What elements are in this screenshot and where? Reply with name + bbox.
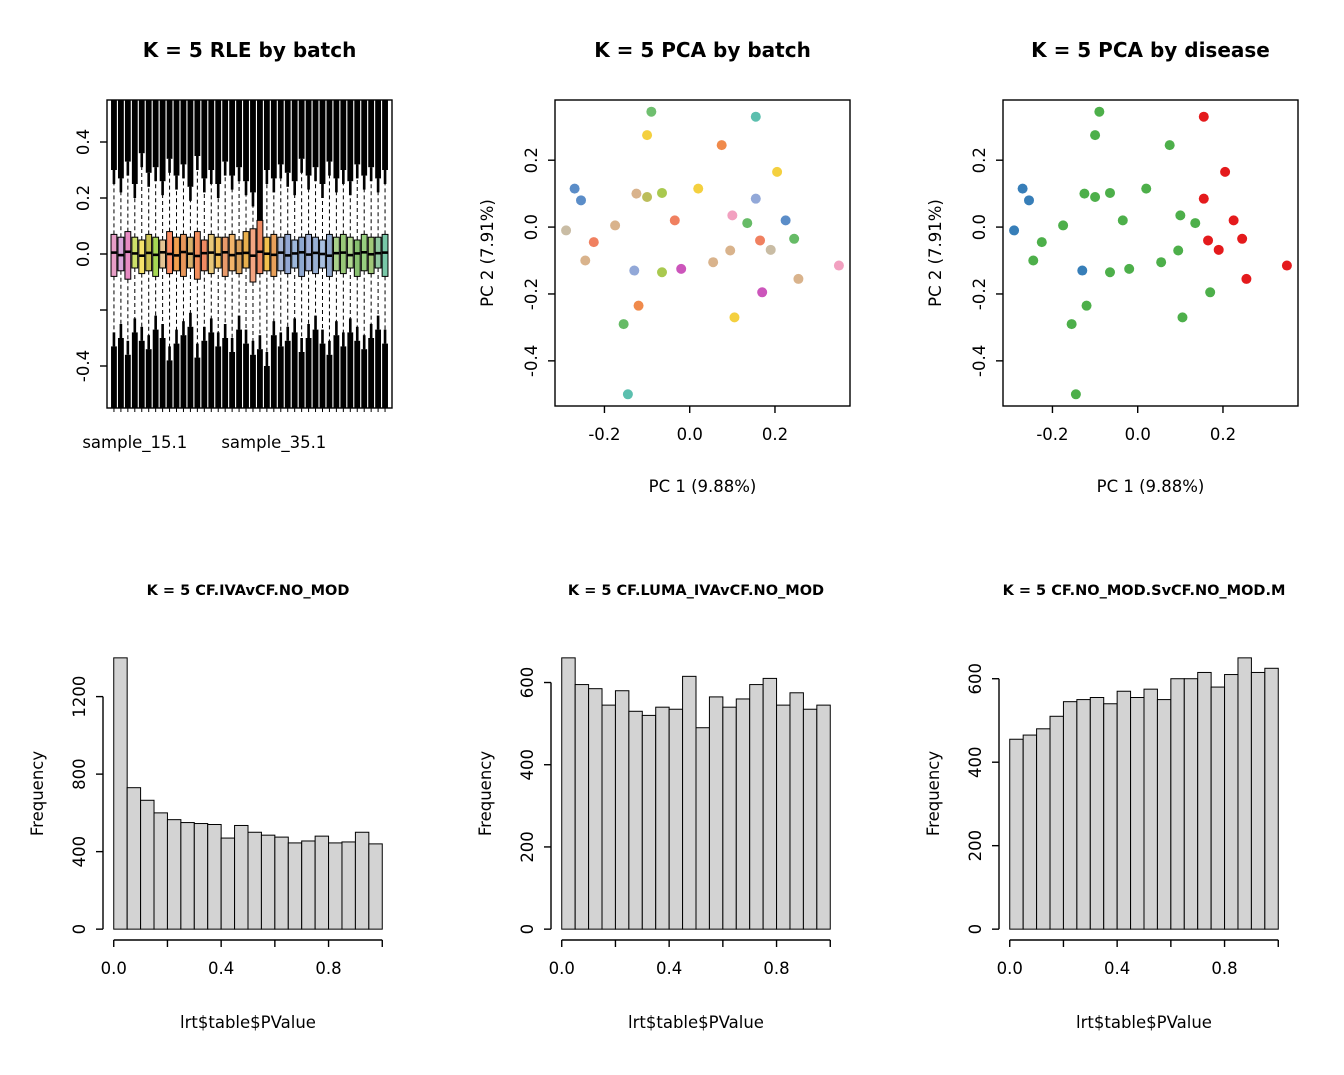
svg-text:600: 600	[966, 663, 985, 695]
svg-text:0.0: 0.0	[970, 214, 989, 240]
svg-text:-0.2: -0.2	[588, 425, 620, 444]
svg-text:PC 1 (9.88%): PC 1 (9.88%)	[1097, 477, 1205, 496]
chart-cell-pca-batch: K = 5 PCA by batch -0.2 0.0 0.2 -0.4 -0.2 0.0…	[448, 0, 896, 537]
svg-text:400: 400	[966, 746, 985, 778]
svg-text:800: 800	[70, 758, 89, 790]
svg-text:0.4: 0.4	[208, 959, 234, 978]
svg-text:Frequency: Frequency	[924, 751, 943, 836]
chart-cell-hist-1: K = 5 CF.IVAvCF.NO_MOD 0.0 0.4 0.8 0 400 800 1…	[0, 537, 448, 1075]
svg-text:Frequency: Frequency	[476, 751, 495, 836]
pca-by-batch-plot: -0.2 0.0 0.2 -0.4 -0.2 0.0 0.2 PC 1 (9.88%) PC 2…	[478, 99, 851, 496]
svg-text:Frequency: Frequency	[28, 751, 47, 836]
svg-text:0.0: 0.0	[549, 959, 575, 978]
svg-text:0.2: 0.2	[74, 185, 93, 211]
svg-text:0.4: 0.4	[74, 129, 93, 155]
pvalue-histogram-3-plot: 0.0 0.4 0.8 0 200 400 600 lrt$table$PValue Frequ…	[924, 657, 1279, 1032]
svg-text:0.8: 0.8	[315, 959, 341, 978]
svg-text:600: 600	[518, 667, 537, 699]
svg-text:200: 200	[966, 830, 985, 862]
svg-text:0.0: 0.0	[677, 425, 703, 444]
svg-text:200: 200	[518, 831, 537, 863]
svg-text:0.4: 0.4	[656, 959, 682, 978]
svg-text:0.0: 0.0	[1125, 425, 1151, 444]
svg-text:PC 1 (9.88%): PC 1 (9.88%)	[649, 477, 757, 496]
svg-text:lrt$table$PValue: lrt$table$PValue	[1076, 1013, 1212, 1032]
svg-text:sample_35.1: sample_35.1	[221, 433, 326, 453]
svg-text:0: 0	[70, 924, 89, 935]
pca-by-disease-plot: -0.2 0.0 0.2 -0.4 -0.2 0.0 0.2 PC 1 (9.88%) PC 2…	[926, 99, 1299, 496]
svg-text:400: 400	[70, 836, 89, 868]
pvalue-histogram-2-plot: 0.0 0.4 0.8 0 200 400 600 lrt$table$PValue Frequ…	[476, 657, 831, 1032]
svg-text:PC 2 (7.91%): PC 2 (7.91%)	[926, 199, 945, 307]
svg-text:-0.2: -0.2	[522, 278, 541, 310]
svg-text:0.0: 0.0	[74, 241, 93, 267]
hist-2-title: K = 5 CF.LUMA_IVAvCF.NO_MOD	[567, 583, 825, 599]
svg-text:0.8: 0.8	[763, 959, 789, 978]
svg-text:0.2: 0.2	[1210, 425, 1236, 444]
svg-text:0.2: 0.2	[762, 425, 788, 444]
pca-batch-title: K = 5 PCA by batch	[594, 38, 811, 62]
rle-batch-title: K = 5 RLE by batch	[142, 38, 357, 62]
svg-text:-0.4: -0.4	[74, 350, 93, 382]
hist-1-title: K = 5 CF.IVAvCF.NO_MOD	[146, 583, 350, 599]
chart-cell-hist-3: K = 5 CF.NO_MOD.SvCF.NO_MOD.M 0.0 0.4 0.8 0…	[896, 537, 1344, 1075]
svg-text:lrt$table$PValue: lrt$table$PValue	[628, 1013, 764, 1032]
svg-text:0: 0	[518, 924, 537, 935]
svg-text:sample_15.1: sample_15.1	[82, 433, 187, 453]
svg-text:0.0: 0.0	[522, 214, 541, 240]
svg-text:0.0: 0.0	[997, 959, 1023, 978]
hist-3-title: K = 5 CF.NO_MOD.SvCF.NO_MOD.M	[1002, 583, 1286, 599]
svg-text:0.8: 0.8	[1211, 959, 1237, 978]
svg-text:PC 2 (7.91%): PC 2 (7.91%)	[478, 199, 497, 307]
chart-cell-pca-disease: K = 5 PCA by disease -0.2 0.0 0.2 -0.4 -0.2 0…	[896, 0, 1344, 537]
svg-text:-0.4: -0.4	[522, 345, 541, 377]
svg-text:0.2: 0.2	[522, 147, 541, 173]
svg-text:0: 0	[966, 924, 985, 935]
chart-cell-hist-2: K = 5 CF.LUMA_IVAvCF.NO_MOD 0.0 0.4 0.8 0 20…	[448, 537, 896, 1075]
svg-text:0.2: 0.2	[970, 147, 989, 173]
pvalue-histogram-1-plot: 0.0 0.4 0.8 0 400 800 1200 lrt$table$PValue Freq…	[28, 657, 383, 1032]
svg-text:0.4: 0.4	[1104, 959, 1130, 978]
svg-text:-0.2: -0.2	[970, 278, 989, 310]
pca-disease-title: K = 5 PCA by disease	[1031, 38, 1270, 62]
rle-by-batch-plot: -0.4 0.0 0.2 0.4 sample_15.1 sample_35.1	[74, 99, 393, 453]
svg-text:lrt$table$PValue: lrt$table$PValue	[180, 1013, 316, 1032]
svg-text:-0.4: -0.4	[970, 345, 989, 377]
svg-text:0.0: 0.0	[101, 959, 127, 978]
svg-text:400: 400	[518, 749, 537, 781]
svg-text:1200: 1200	[70, 676, 89, 718]
svg-text:-0.2: -0.2	[1036, 425, 1068, 444]
chart-cell-rle-batch: K = 5 RLE by batch -0.4 0.0 0.2 0.4 sample_1…	[0, 0, 448, 537]
